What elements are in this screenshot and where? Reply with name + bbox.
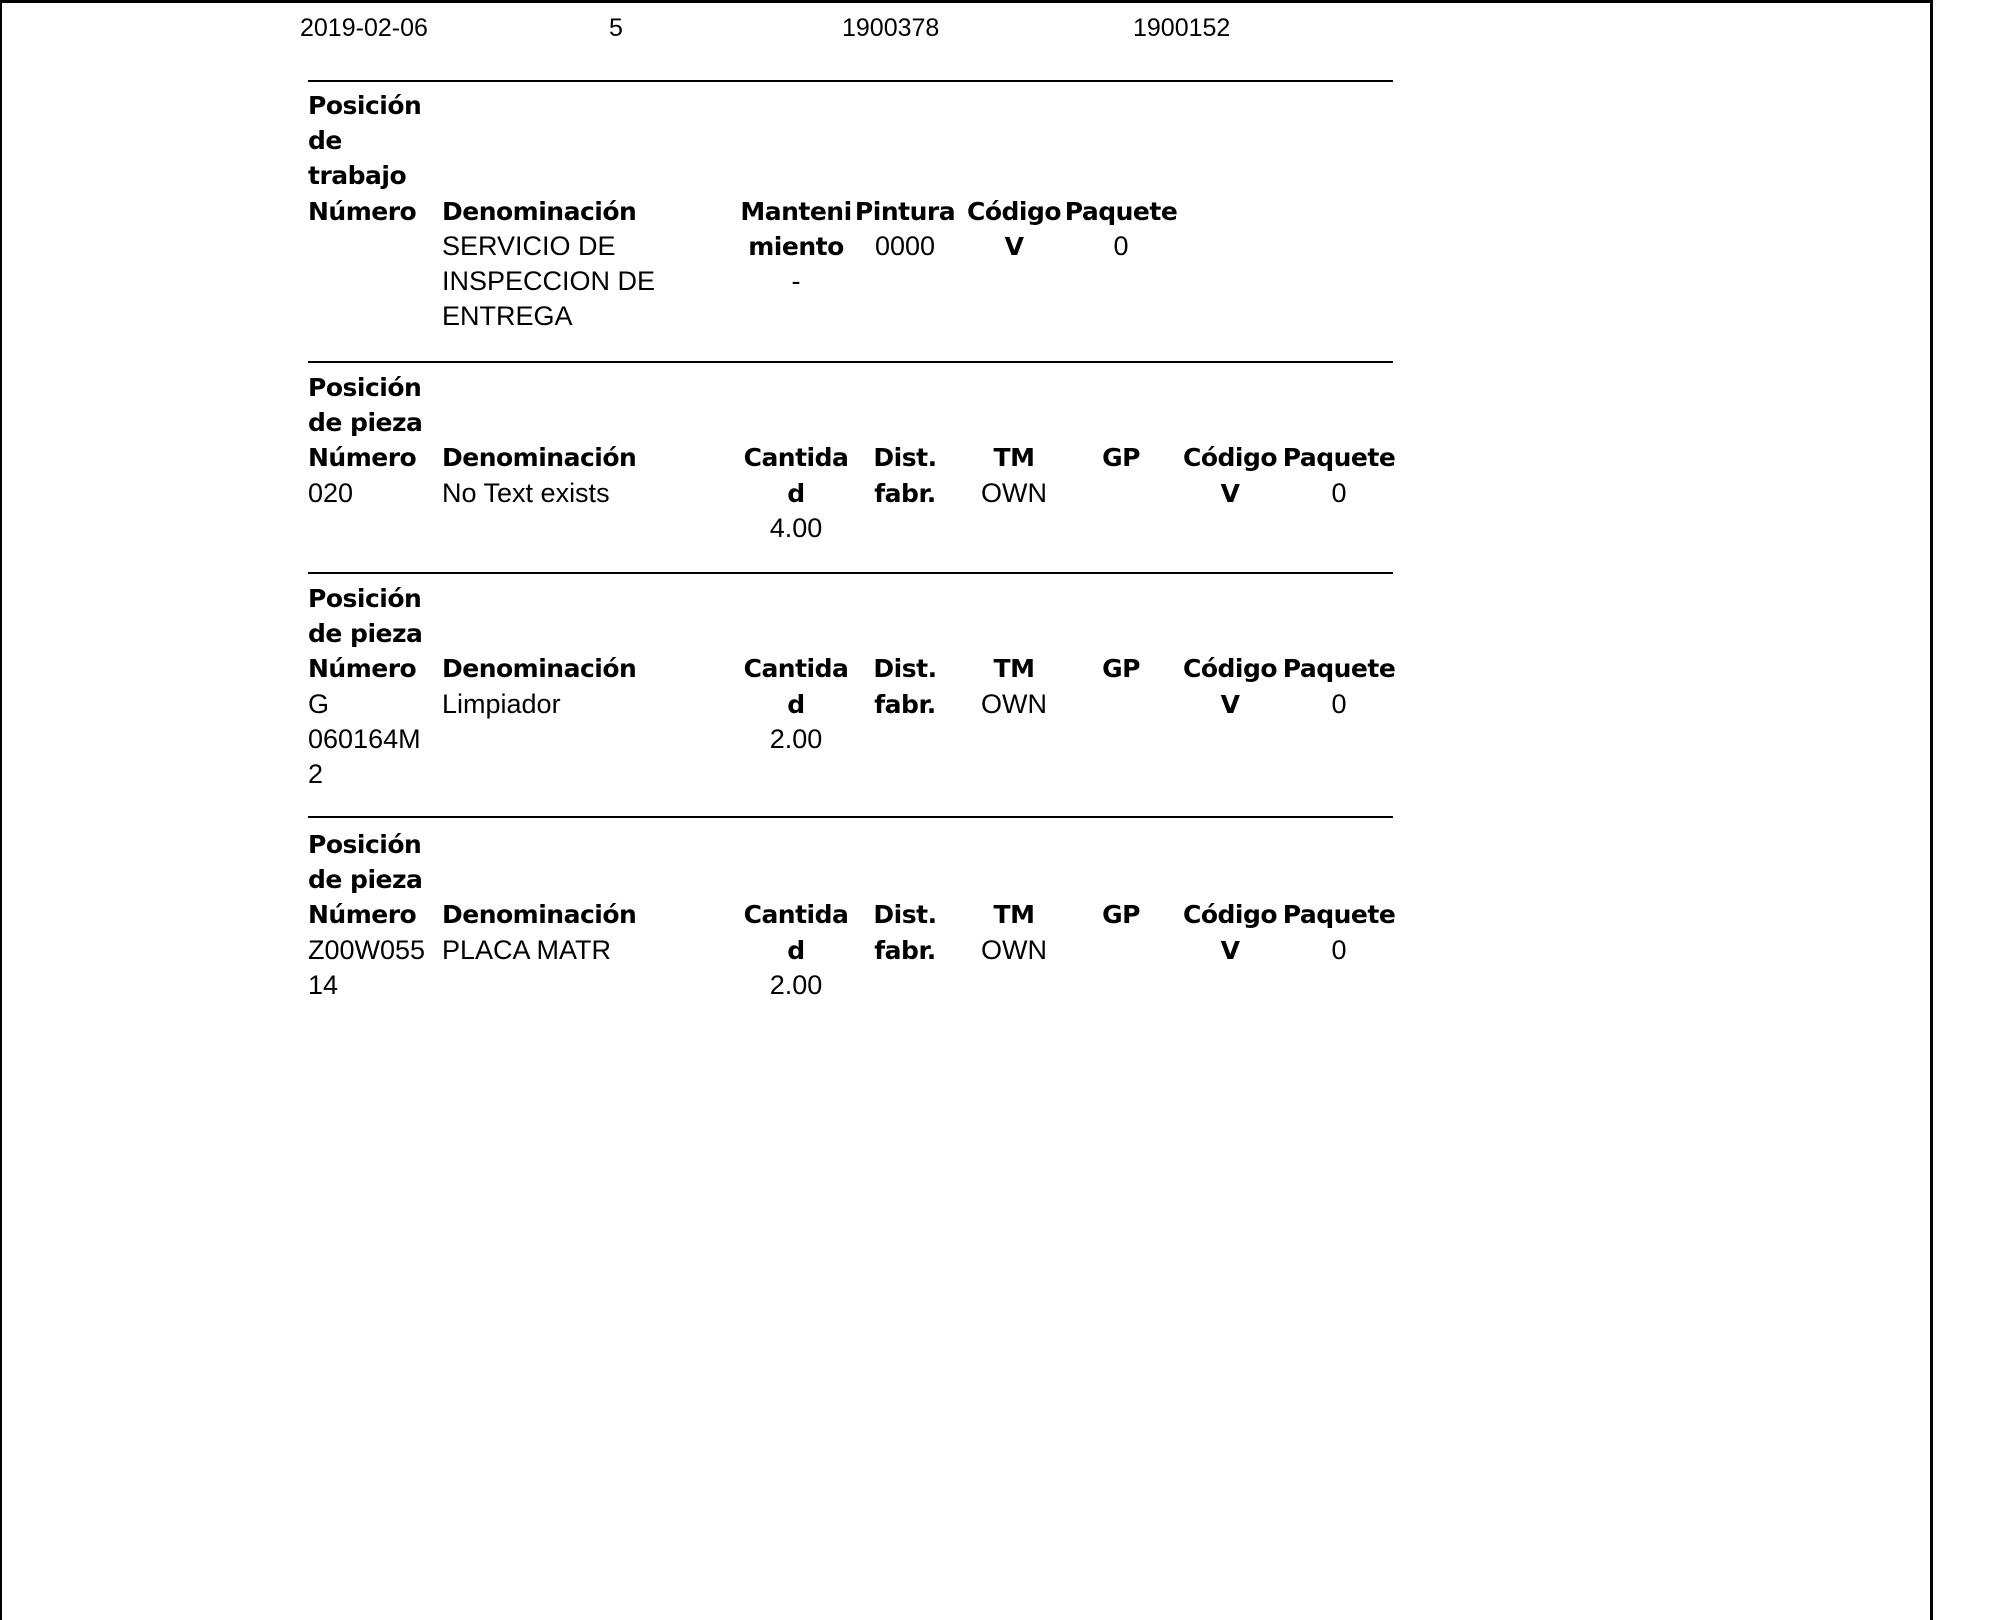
- header-denominacion: Denominación: [442, 654, 637, 684]
- part-paquete: 0: [1331, 688, 1347, 719]
- header-cantidad: Cantida d: [743, 900, 849, 965]
- part-codigo: V: [1220, 689, 1240, 719]
- header-cantidad: Cantida d: [743, 654, 849, 719]
- header-denominacion: Denominación: [442, 900, 637, 930]
- divider: [308, 572, 1393, 574]
- header-mantenimiento: Manteni miento: [740, 196, 852, 261]
- reference-1: 1900378: [842, 14, 940, 42]
- divider: [308, 361, 1393, 363]
- work-position-title: Posición de trabajo: [308, 91, 422, 191]
- header-numero: Número: [308, 900, 417, 930]
- part-position-title: Posición de pieza: [308, 584, 423, 649]
- part-paquete: 0: [1331, 934, 1347, 965]
- part-denominacion: Limpiador: [442, 688, 561, 719]
- part-codigo: V: [1220, 935, 1240, 965]
- part-cantidad: 4.00: [769, 512, 823, 543]
- part-denominacion: PLACA MATR: [442, 934, 612, 965]
- part-tm: OWN: [981, 477, 1047, 508]
- part-denominacion: No Text exists: [442, 477, 610, 508]
- header-dist: Dist. fabr.: [873, 654, 937, 719]
- part-position-title: Posición de pieza: [308, 830, 423, 895]
- header-tm: TM: [993, 900, 1035, 930]
- header-tm: TM: [993, 654, 1035, 684]
- header-paquete: Paquete: [1064, 196, 1178, 226]
- part-numero: Z00W055 14: [308, 934, 426, 1000]
- header-gp: GP: [1102, 443, 1140, 473]
- divider: [308, 80, 1393, 82]
- work-pintura: 0000: [874, 230, 936, 261]
- part-numero: G 060164M 2: [308, 688, 421, 789]
- part-tm: OWN: [981, 934, 1047, 965]
- work-mantenimiento: -: [791, 266, 801, 296]
- part-cantidad: 2.00: [769, 969, 823, 1000]
- header-dist: Dist. fabr.: [873, 443, 937, 508]
- reference-2: 1900152: [1133, 14, 1231, 42]
- header-gp: GP: [1102, 900, 1140, 930]
- header-pintura: Pintura: [854, 196, 956, 226]
- header-cantidad: Cantida d: [743, 443, 849, 508]
- header-dist: Dist. fabr.: [873, 900, 937, 965]
- part-paquete: 0: [1331, 477, 1347, 508]
- header-gp: GP: [1102, 654, 1140, 684]
- header-codigo: Código: [966, 196, 1062, 226]
- work-codigo: V: [1004, 231, 1024, 261]
- header-numero: Número: [308, 443, 417, 473]
- header-codigo: Código: [1182, 900, 1278, 930]
- part-position-title: Posición de pieza: [308, 373, 423, 438]
- header-tm: TM: [993, 443, 1035, 473]
- header-denominacion: Denominación: [442, 196, 637, 226]
- header-paquete: Paquete: [1282, 443, 1396, 473]
- header-paquete: Paquete: [1282, 900, 1396, 930]
- page-frame: [0, 0, 1933, 1620]
- header-numero: Número: [308, 196, 417, 226]
- work-paquete: 0: [1113, 230, 1129, 261]
- date: 2019-02-06: [300, 14, 428, 42]
- header-codigo: Código: [1182, 654, 1278, 684]
- header-denominacion: Denominación: [442, 443, 637, 473]
- divider: [308, 816, 1393, 818]
- header-codigo: Código: [1182, 443, 1278, 473]
- part-numero: 020: [308, 477, 354, 508]
- header-numero: Número: [308, 654, 417, 684]
- part-codigo: V: [1220, 478, 1240, 508]
- header-paquete: Paquete: [1282, 654, 1396, 684]
- part-tm: OWN: [981, 688, 1047, 719]
- part-cantidad: 2.00: [769, 723, 823, 754]
- work-denominacion: SERVICIO DE INSPECCION DE ENTREGA: [442, 230, 656, 332]
- number: 5: [609, 14, 623, 42]
